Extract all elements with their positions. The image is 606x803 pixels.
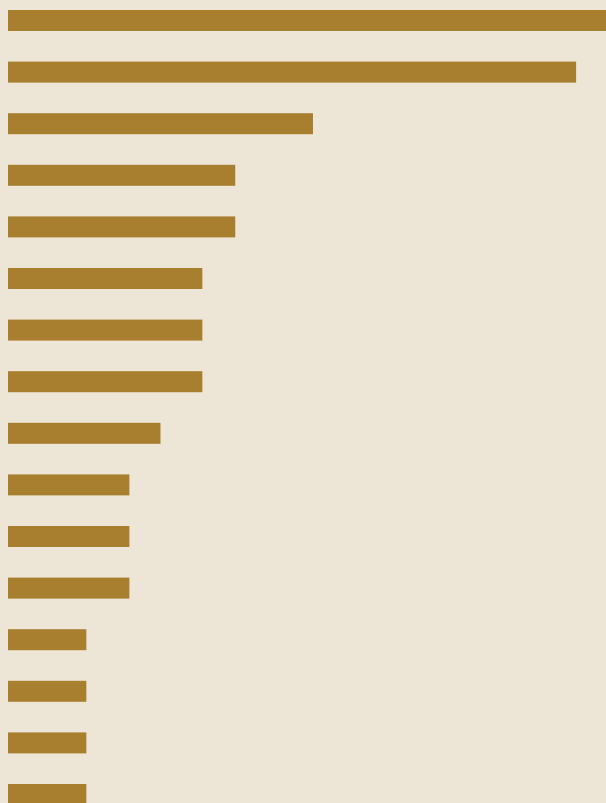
bar-7 (8, 319, 203, 341)
bar-11 (8, 526, 130, 547)
bar-10 (8, 474, 130, 496)
bars-layer (8, 10, 606, 803)
bar-13 (8, 629, 87, 651)
bar-16 (8, 784, 87, 803)
bar-6 (8, 268, 203, 289)
bar-8 (8, 371, 203, 393)
bar-9 (8, 422, 161, 444)
bar-14 (8, 680, 87, 702)
bar-3 (8, 113, 313, 135)
bar-1 (8, 10, 606, 31)
bar-2 (8, 61, 577, 83)
bar-15 (8, 732, 87, 754)
bar-5 (8, 216, 236, 238)
bar-4 (8, 164, 236, 186)
bar-12 (8, 577, 130, 599)
